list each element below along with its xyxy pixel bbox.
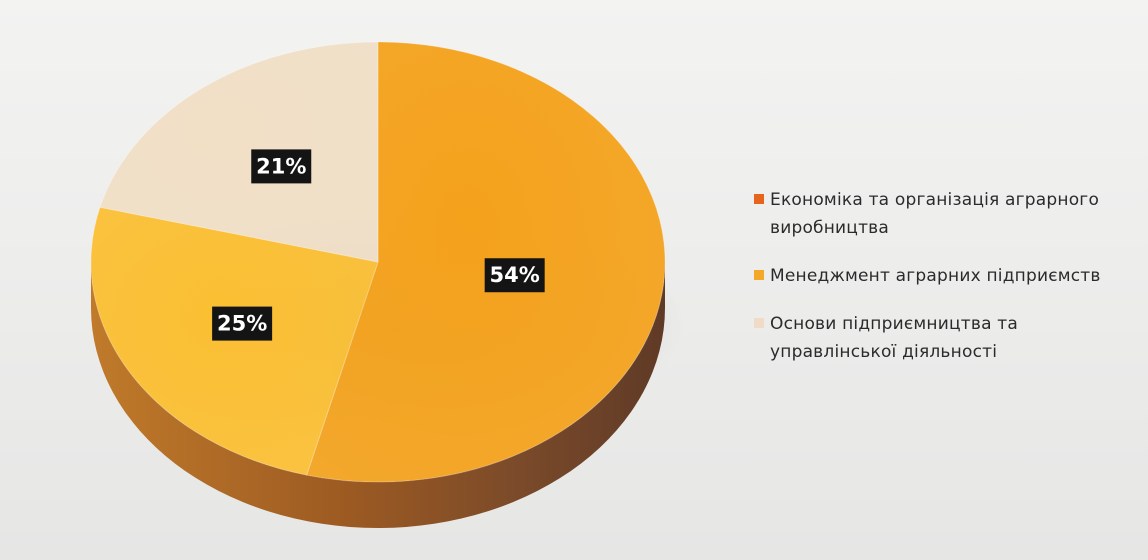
- pie-slice-entrepreneurship: [99, 41, 379, 263]
- legend-label-economics: Економіка та організація аграрного вироб…: [770, 190, 1100, 238]
- chart-legend: Економіка та організація аграрного вироб…: [754, 186, 1144, 386]
- data-label-management: 25%: [217, 312, 267, 336]
- data-label-box-entrepreneurship: [251, 149, 312, 184]
- legend-swatch-economics: [754, 194, 764, 204]
- legend-item-entrepreneurship: Основи підприємництва та управлінської д…: [754, 310, 1144, 366]
- legend-swatch-management: [754, 270, 764, 280]
- legend-swatch-entrepreneurship: [754, 318, 764, 328]
- legend-label-management: Менеджмент аграрних підприємств: [770, 266, 1101, 286]
- legend-item-economics: Економіка та організація аграрного вироб…: [754, 186, 1144, 242]
- legend-item-management: Менеджмент аграрних підприємств: [754, 262, 1144, 290]
- legend-label-entrepreneurship: Основи підприємництва та управлінської д…: [770, 314, 1019, 362]
- data-label-entrepreneurship: 21%: [256, 154, 306, 178]
- data-label-box-management: [212, 306, 273, 341]
- data-label-economics: 54%: [490, 263, 540, 287]
- pie-slice-management: [90, 206, 379, 476]
- pie-side-wall: [91, 262, 665, 528]
- data-label-box-economics: [484, 258, 545, 293]
